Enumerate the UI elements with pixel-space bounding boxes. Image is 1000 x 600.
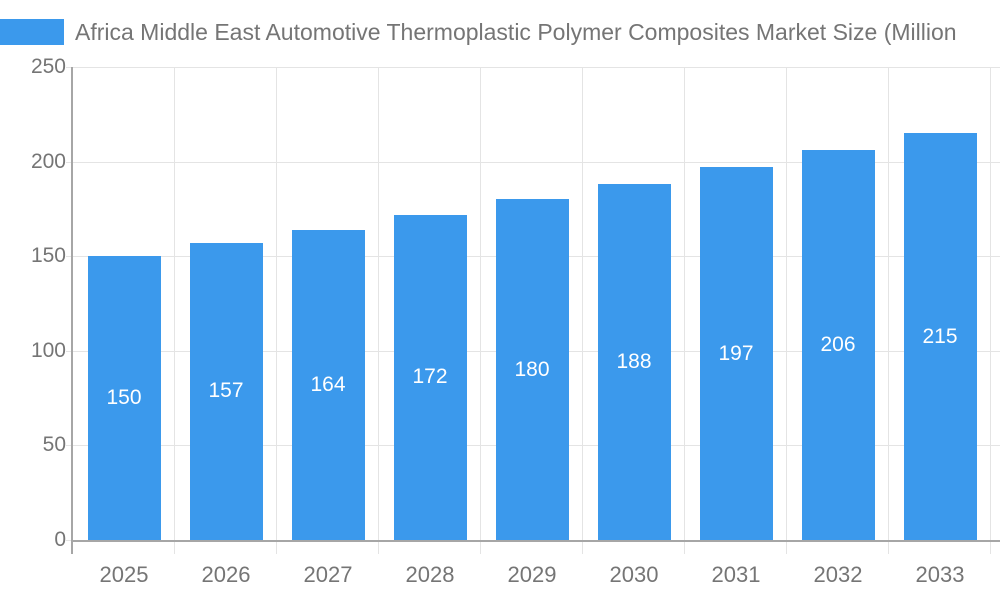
x-tick-label: 2032 xyxy=(813,562,863,587)
category-gridline xyxy=(480,67,481,554)
x-tick-label: 2025 xyxy=(99,562,149,587)
x-tick-label: 2026 xyxy=(201,562,251,587)
category-gridline xyxy=(786,67,787,554)
bar[interactable]: 197 xyxy=(699,167,773,540)
bar-value-label: 180 xyxy=(514,357,550,381)
x-tick-label: 2029 xyxy=(507,562,557,587)
x-axis-line xyxy=(71,540,1000,542)
bar-value-label: 157 xyxy=(208,379,244,403)
y-tick-label: 0 xyxy=(54,528,66,551)
chart-title: Africa Middle East Automotive Thermoplas… xyxy=(75,18,957,45)
bar[interactable]: 180 xyxy=(495,199,569,540)
bar-value-label: 206 xyxy=(820,333,856,357)
bar[interactable]: 157 xyxy=(189,242,263,540)
x-tick-label: 2027 xyxy=(303,562,353,587)
y-tick-label: 50 xyxy=(42,433,66,457)
category-gridline xyxy=(378,67,379,554)
category-gridline xyxy=(582,67,583,554)
y-gridline xyxy=(66,161,1000,163)
bar-value-label: 172 xyxy=(412,365,448,389)
x-tick-label: 2028 xyxy=(405,562,455,587)
category-gridline xyxy=(990,67,991,554)
bar[interactable]: 150 xyxy=(87,256,161,540)
y-tick-label: 100 xyxy=(30,338,66,362)
bar[interactable]: 164 xyxy=(291,229,365,540)
bar[interactable]: 215 xyxy=(903,133,977,540)
bar[interactable]: 206 xyxy=(801,150,875,540)
y-tick-label: 200 xyxy=(30,149,66,173)
x-tick-label: 2031 xyxy=(711,562,761,587)
category-gridline xyxy=(174,67,175,554)
bar-value-label: 197 xyxy=(718,341,754,365)
y-tick-label: 150 xyxy=(30,244,66,268)
y-tick-label: 250 xyxy=(30,55,66,78)
category-gridline xyxy=(888,67,889,554)
bar-value-label: 164 xyxy=(310,372,346,396)
y-axis-line xyxy=(71,67,73,554)
bar[interactable]: 172 xyxy=(393,214,467,540)
bar-value-label: 215 xyxy=(922,324,958,348)
bar[interactable]: 188 xyxy=(597,184,671,540)
category-gridline xyxy=(684,67,685,554)
y-gridline xyxy=(66,67,1000,68)
bar-value-label: 188 xyxy=(616,350,652,374)
x-tick-label: 2030 xyxy=(609,562,659,587)
x-tick-label: 2033 xyxy=(915,562,965,587)
legend-swatch[interactable] xyxy=(0,19,64,45)
category-gridline xyxy=(276,67,277,554)
legend: Africa Middle East Automotive Thermoplas… xyxy=(0,19,957,45)
bar-value-label: 150 xyxy=(106,386,142,410)
